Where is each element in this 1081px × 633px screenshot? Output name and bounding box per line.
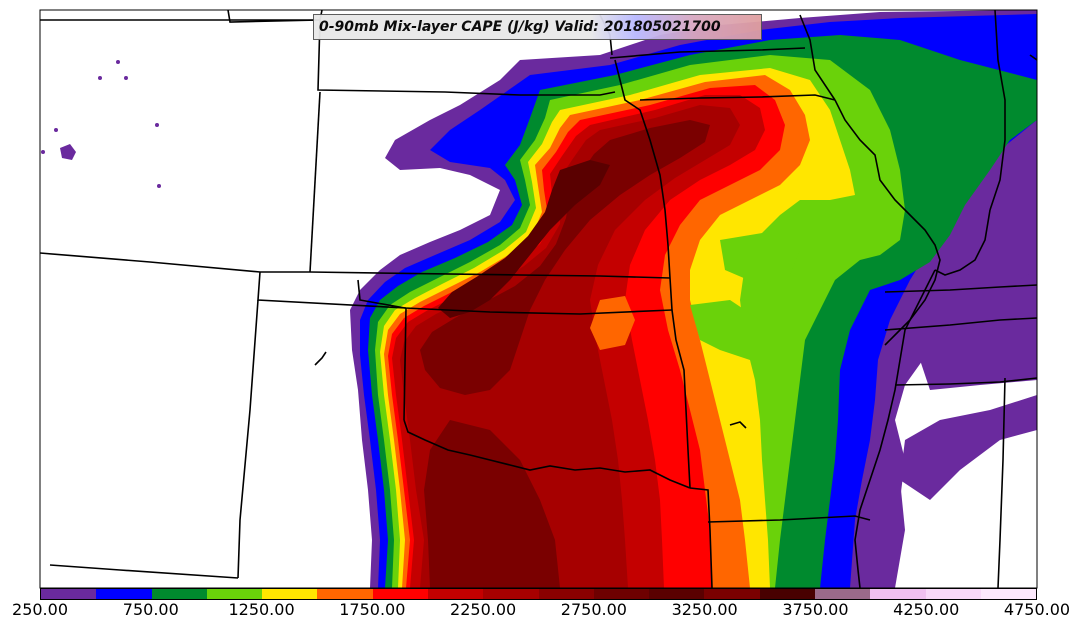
colorbar-segment [814,589,871,599]
colorbar-segment [704,589,760,599]
speckle-1 [98,76,102,80]
border-il-in [989,10,1006,211]
colorbar-tick-label: 750.00 [122,600,179,619]
colorbar-tick-label: 1250.00 [228,600,295,619]
map-title: 0-90mb Mix-layer CAPE (J/kg) Valid: 2018… [313,14,762,40]
cape-contours [41,10,1037,588]
colorbar-segment [317,589,373,599]
state-borders [40,10,1037,588]
border-ne-east [614,59,671,279]
speckle-8 [157,184,161,188]
lake-1 [314,351,327,366]
colorbar-segment [427,589,484,599]
border-nm-tx [237,299,259,579]
colorbar-tick-label: 3250.00 [671,600,738,619]
contour-3250-b [438,160,610,318]
colorbar-segment [151,589,207,599]
colorbar [40,588,1037,600]
border-mo-east [834,99,941,346]
border-ok-tx-red-river [403,419,691,489]
border-tn-north [884,284,1037,293]
colorbar-segment [649,589,705,599]
contour-250-sw [865,470,905,588]
colorbar-segment [372,589,428,599]
border-il-ia [799,14,836,101]
border-sd-ne [317,19,616,96]
border-ms-al [894,377,1037,386]
colorbar-tick-label: 2750.00 [560,600,627,619]
colorbar-segment [41,589,97,599]
speckle-2 [116,60,120,64]
colorbar-segment [870,589,926,599]
border-ms-al-vert [997,377,1006,588]
colorbar-segment [980,589,1037,599]
contour-1250-patch2 [720,230,800,285]
border-co-west [40,252,310,273]
contour-1750-nw [590,296,635,350]
colorbar-segment [925,589,981,599]
border-ms-river-east [934,209,991,276]
colorbar-segment [206,589,263,599]
contour-250-east2 [900,395,1037,500]
colorbar-segment [593,589,650,599]
colorbar-tick-label: 4250.00 [893,600,960,619]
speckle-7 [41,150,45,154]
colorbar-tick-label: 2250.00 [450,600,517,619]
colorbar-tick-label: 250.00 [12,600,68,619]
colorbar-segment [483,589,539,599]
contour-250-east [920,270,1037,390]
map-title-text: 0-90mb Mix-layer CAPE (J/kg) Valid: 2018… [319,19,721,35]
contour-2750-s [530,330,580,440]
colorbar-segment [96,589,152,599]
colorbar-segment [262,589,318,599]
contour-3250-c [424,420,560,588]
lake-2 [729,421,747,429]
border-ne-ks [309,271,671,279]
speckle-4 [155,123,159,127]
speckle-3 [124,76,128,80]
border-wi-mi [1029,54,1037,61]
border-nm-south [49,564,239,579]
speckle-6 [60,144,76,160]
border-wy-co [309,91,321,273]
border-ok-panhandle [403,307,407,421]
border-ks-ok [357,279,673,315]
contour-1250-patch [690,300,770,360]
colorbar-tick-label: 3750.00 [782,600,849,619]
border-ky-tn [884,317,1037,331]
colorbar-segment [538,589,594,599]
colorbar-segment [759,589,815,599]
contour-3250 [420,120,710,395]
border-ia-mo-north [639,94,836,101]
colorbar-tick-label: 4750.00 [1003,600,1071,619]
border-mississippi-river [854,269,936,588]
colorbar-tick-label: 1750.00 [339,600,406,619]
border-mo-ar [707,515,871,523]
border-ar-west [689,487,713,588]
speckle-5 [54,128,58,132]
border-mn-ia [609,47,806,59]
